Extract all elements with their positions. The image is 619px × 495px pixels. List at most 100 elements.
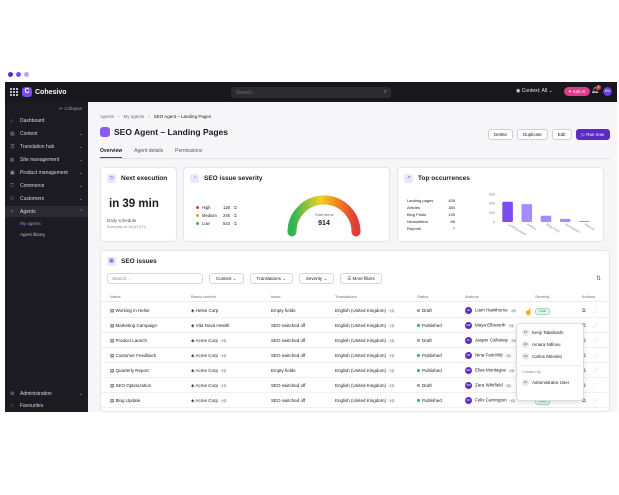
table-row[interactable]: ▤ Working in Helse ◈ Helse Corp Empty fiel… [101,303,609,318]
tab-permissions[interactable]: Permissions [175,148,203,154]
authors-cell[interactable]: JC Jasper Calloway +3 [465,337,518,344]
column-header[interactable]: Name [110,294,121,299]
more-badge[interactable]: +3 [388,309,396,313]
more-badge[interactable]: +3 [219,384,228,388]
more-badge[interactable]: +3 [508,368,516,373]
chart-bar[interactable] [502,201,513,222]
bell-icon[interactable]: 🔔︎ [591,88,599,94]
chart-bar[interactable] [559,218,571,222]
column-header[interactable]: Authors [465,294,479,299]
popover-author[interactable]: CM Carlos Méndez [522,353,562,360]
table-row[interactable]: ▤ Product Launch ◈ Acme Corp +3 SEO switche… [101,333,609,348]
more-badge[interactable]: +3 [388,339,396,343]
row-name-cell[interactable]: ▤ Quarterly Report [110,368,149,374]
share-icon[interactable]: ⋰ [593,308,598,314]
table-row[interactable]: ▤ Blog Update ◈ Acme Corp +3 SEO switched o… [101,393,609,408]
more-badge[interactable]: +3 [509,308,517,313]
global-search-input[interactable] [231,87,371,98]
ask-ai-button[interactable]: ✦ Ask AI [564,87,590,96]
row-name-cell[interactable]: ▤ SEO Optimization [110,383,151,389]
authors-cell[interactable]: ZW Zara Whitfield +3 [465,382,512,389]
more-badge[interactable]: +3 [388,399,396,403]
table-row[interactable]: ▤ Quarterly Report ◈ Acme Corp +3 Empty fie… [101,363,609,378]
authors-cell[interactable]: LH Liam Hawthorne +3 [465,307,517,314]
column-header[interactable]: Brand context [191,294,216,299]
more-badge[interactable]: +3 [219,354,228,358]
user-avatar[interactable]: MU [603,87,612,96]
authors-cell[interactable]: NF Nina Fairchild +3 [465,352,512,359]
collapse-button[interactable]: ⇤ Collapse [59,106,82,111]
more-badge[interactable]: +3 [219,399,228,403]
column-header[interactable]: Issue [271,294,281,299]
more-badge[interactable]: +3 [507,323,515,328]
authors-cell[interactable]: EM Elias Montague +3 [465,367,516,374]
delete-button[interactable]: Delete [487,129,513,140]
more-badge[interactable]: +3 [510,338,518,343]
global-search[interactable]: ⌕ [231,87,391,98]
more-badge[interactable]: +3 [508,398,516,403]
column-header[interactable]: Status [417,294,429,299]
sidebar-item-translation-hub[interactable]: 文 Translation hub ⌄ [5,141,88,152]
column-header[interactable]: Severity [535,294,550,299]
share-icon[interactable]: ⋰ [593,398,598,404]
context-selector[interactable]: ◉ Context: All ⌄ [516,88,553,94]
copy-icon[interactable]: ⧉ [582,308,586,314]
copy-icon[interactable]: ⧉ [582,398,586,404]
translations-filter[interactable]: Translations ⌄ [249,273,293,284]
sidebar-subitem-agent-library[interactable]: Agent library [20,232,46,237]
run-now-button[interactable]: ▷ Run now [575,129,610,140]
issues-search-input[interactable]: Search... [107,273,203,284]
more-badge[interactable]: +3 [388,354,396,358]
share-icon[interactable]: ⋰ [593,368,598,374]
apps-grid-icon[interactable] [10,88,18,96]
more-badge[interactable]: +3 [388,384,396,388]
sidebar-item-site-management[interactable]: ◍ Site management ⌄ [5,154,88,165]
sidebar-item-commerce[interactable]: ⛉ Commerce ⌄ [5,180,88,191]
share-icon[interactable]: ⋰ [593,323,598,329]
share-icon[interactable]: ⋰ [593,353,598,359]
more-badge[interactable]: +3 [219,369,228,373]
authors-cell[interactable]: FC Felix Carrington +3 [465,397,516,404]
sidebar-item-customers[interactable]: ⚇ Customers ⌄ [5,193,88,204]
column-header[interactable]: Translations [335,294,357,299]
popover-author[interactable]: KT Kenji Takahashi [522,329,563,336]
duplicate-button[interactable]: Duplicate [516,129,548,140]
edit-button[interactable]: Edit [551,129,572,140]
sidebar-item-dashboard[interactable]: ⌂ Dashboard [5,115,88,126]
tab-agent-details[interactable]: Agent details [134,148,164,154]
row-name-cell[interactable]: ▤ Product Launch [110,338,147,344]
share-icon[interactable]: ⋰ [593,338,598,344]
breadcrumb-agents[interactable]: Agents [100,114,115,119]
more-badge[interactable]: +3 [388,369,396,373]
popover-creator[interactable]: AU Administrator User [522,379,569,386]
sort-icon[interactable]: ⇅ [595,276,601,282]
more-badge[interactable]: +3 [219,339,228,343]
authors-cell[interactable]: ME Maya Ellsworth +3 [465,322,515,329]
row-name-cell[interactable]: ▤ Working in Helse [110,308,149,314]
more-filters-button[interactable]: ☰ More filters [340,273,382,284]
tab-overview[interactable]: Overview [100,148,123,158]
external-link-icon[interactable]: ⧉ [234,205,237,210]
chart-bar[interactable] [540,215,552,222]
sidebar-item-agents[interactable]: ✧ Agents ⌃ [5,206,88,217]
row-name-cell[interactable]: ▤ Blog Update [110,398,140,404]
sidebar-item-product-management[interactable]: ▣ Product management ⌄ [5,167,88,178]
more-badge[interactable]: +3 [388,324,396,328]
row-name-cell[interactable]: ▤ Marketing Campaign [110,323,157,329]
share-icon[interactable]: ⋰ [593,383,598,389]
external-link-icon[interactable]: ⧉ [234,221,237,226]
table-row[interactable]: ▤ SEO Optimization ◈ Acme Corp +3 SEO switc… [101,378,609,393]
brand[interactable]: C Cohesivo [22,87,67,97]
row-name-cell[interactable]: ▤ Customer Feedback [110,353,156,359]
column-header[interactable]: Actions [582,294,596,299]
sidebar-subitem-my-agents[interactable]: My agents [20,221,41,226]
context-filter[interactable]: Context ⌄ [209,273,244,284]
chart-bar[interactable] [579,221,590,222]
table-row[interactable]: ▤ Customer Feedback ◈ Acme Corp +3 SEO swit… [101,348,609,363]
sidebar-item-favourites[interactable]: ☆ Favourites [5,400,88,411]
breadcrumb-my-agents[interactable]: My agents [123,114,145,119]
external-link-icon[interactable]: ⧉ [234,213,237,218]
more-badge[interactable]: +3 [504,353,512,358]
table-row[interactable]: ▤ Marketing Campaign ◈ Vita Nova Health SE… [101,318,609,333]
popover-author[interactable]: AN Amara Ndlovu [522,341,561,348]
